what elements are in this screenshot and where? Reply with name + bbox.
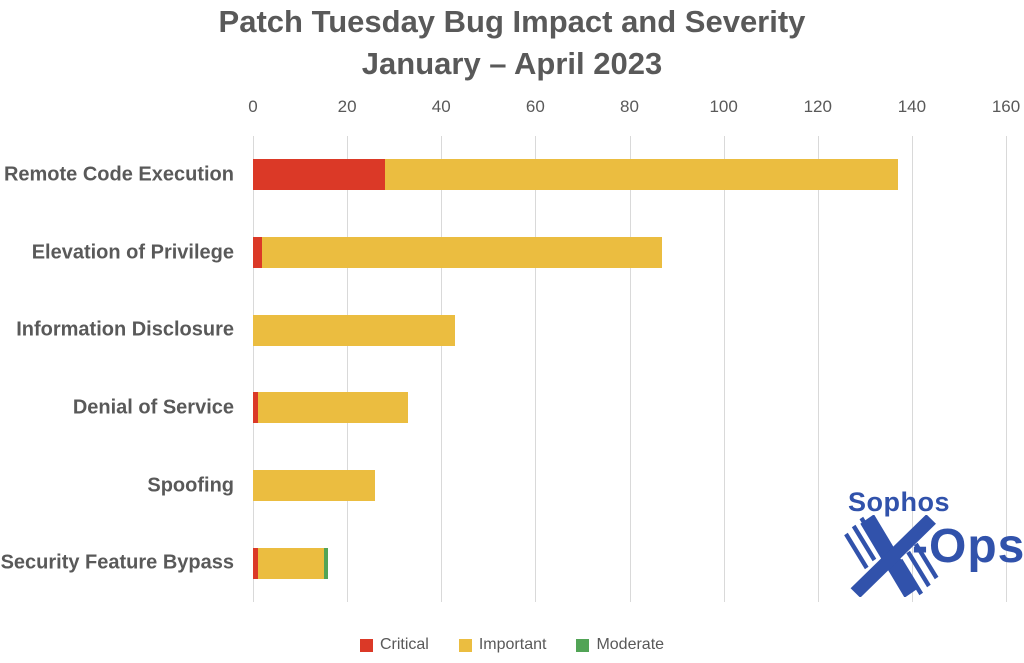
chart-title: Patch Tuesday Bug Impact and Severity	[218, 4, 806, 39]
legend-swatch-important	[458, 638, 472, 652]
x-ops-x-icon	[836, 514, 944, 602]
legend-label-important: Important	[478, 636, 547, 653]
legend-item-important: Important	[458, 636, 547, 654]
gridline-40	[441, 136, 443, 602]
bar-segment-denial-of-service-critical	[253, 392, 258, 424]
bar-segment-security-feature-bypass-moderate	[323, 547, 329, 579]
bar-segment-remote-code-execution-critical	[253, 159, 385, 191]
bar-segment-remote-code-execution-important	[384, 159, 898, 191]
gridline-20	[347, 136, 349, 602]
category-label-remote-code-execution: Remote Code Execution	[3, 163, 234, 186]
gridline-0	[253, 136, 254, 602]
category-label-information-disclosure: Information Disclosure	[16, 318, 234, 341]
category-label-elevation-of-privilege: Elevation of Privilege	[31, 241, 234, 263]
x-tick-label-0: 0	[248, 97, 258, 116]
gridline-80	[629, 136, 631, 602]
bar-segment-security-feature-bypass-critical	[253, 547, 258, 579]
x-tick-label-120: 120	[803, 97, 832, 116]
category-label-denial-of-service: Denial of Service	[72, 396, 234, 419]
x-tick-label-60: 60	[525, 97, 545, 116]
legend-item-critical: Critical	[359, 636, 429, 654]
legend: Critical Important Moderate	[0, 636, 1024, 654]
x-tick-label-20: 20	[337, 97, 357, 116]
gridline-120	[817, 136, 819, 602]
category-label-spoofing: Spoofing	[147, 474, 234, 496]
x-tick-label-80: 80	[620, 97, 639, 116]
legend-label-moderate: Moderate	[596, 636, 665, 653]
x-tick-label-40: 40	[431, 97, 451, 116]
x-tick-label-100: 100	[709, 97, 738, 116]
x-tick-label-140: 140	[897, 97, 927, 116]
bar-segment-security-feature-bypass-important	[257, 547, 324, 579]
chart-subtitle: January – April 2023	[361, 46, 663, 81]
bar-segment-spoofing-important	[253, 470, 376, 501]
category-label-security-feature-bypass: Security Feature Bypass	[0, 551, 234, 574]
bar-segment-elevation-of-privilege-important	[262, 237, 663, 268]
legend-label-critical: Critical	[379, 636, 429, 653]
sophos-logo-text: Sophos	[848, 487, 950, 517]
legend-swatch-critical	[359, 638, 373, 652]
bar-segment-information-disclosure-important	[253, 314, 456, 346]
ops-logo-text: -Ops	[912, 520, 1024, 573]
gridline-160	[1006, 136, 1007, 602]
bar-segment-denial-of-service-important	[257, 392, 409, 424]
sophos-xops-logo: Sophos -Ops	[836, 487, 1024, 607]
gridline-60	[535, 136, 537, 602]
legend-item-moderate: Moderate	[576, 636, 664, 654]
legend-swatch-moderate	[576, 638, 590, 652]
x-tick-label-160: 160	[991, 97, 1021, 116]
gridline-140	[911, 136, 913, 602]
bar-segment-elevation-of-privilege-critical	[253, 237, 263, 268]
gridline-100	[723, 136, 725, 602]
